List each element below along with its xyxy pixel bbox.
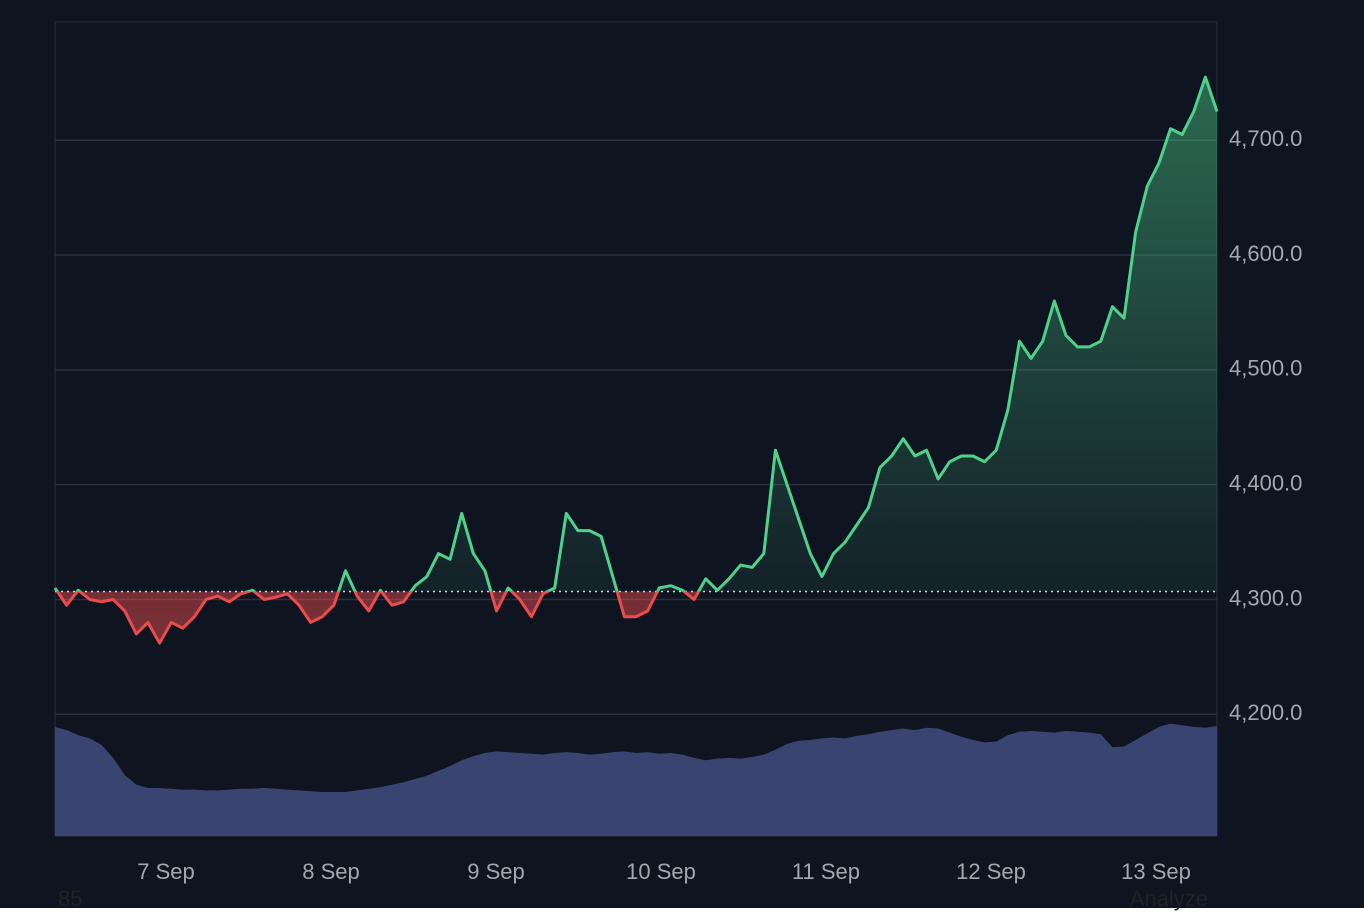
- x-tick-label: 13 Sep: [1121, 859, 1191, 884]
- volume-area: [55, 723, 1217, 836]
- y-tick-label: 4,400.0: [1229, 470, 1302, 495]
- x-tick-label: 12 Sep: [956, 859, 1026, 884]
- price-line-above: [53, 75, 1219, 592]
- footer-left: 85: [58, 886, 82, 911]
- x-tick-label: 8 Sep: [302, 859, 360, 884]
- x-tick-label: 11 Sep: [792, 859, 860, 884]
- y-tick-label: 4,600.0: [1229, 241, 1302, 266]
- y-tick-label: 4,300.0: [1229, 585, 1302, 610]
- price-line-below: [55, 591, 719, 645]
- area-below: [55, 591, 1217, 644]
- x-tick-label: 7 Sep: [137, 859, 195, 884]
- x-tick-label: 10 Sep: [626, 859, 696, 884]
- footer-right: Analyze: [1130, 886, 1208, 911]
- y-tick-label: 4,500.0: [1229, 356, 1302, 381]
- area-above: [55, 77, 1217, 592]
- y-tick-label: 4,200.0: [1229, 700, 1302, 725]
- y-tick-label: 4,700.0: [1229, 126, 1302, 151]
- x-tick-label: 9 Sep: [467, 859, 525, 884]
